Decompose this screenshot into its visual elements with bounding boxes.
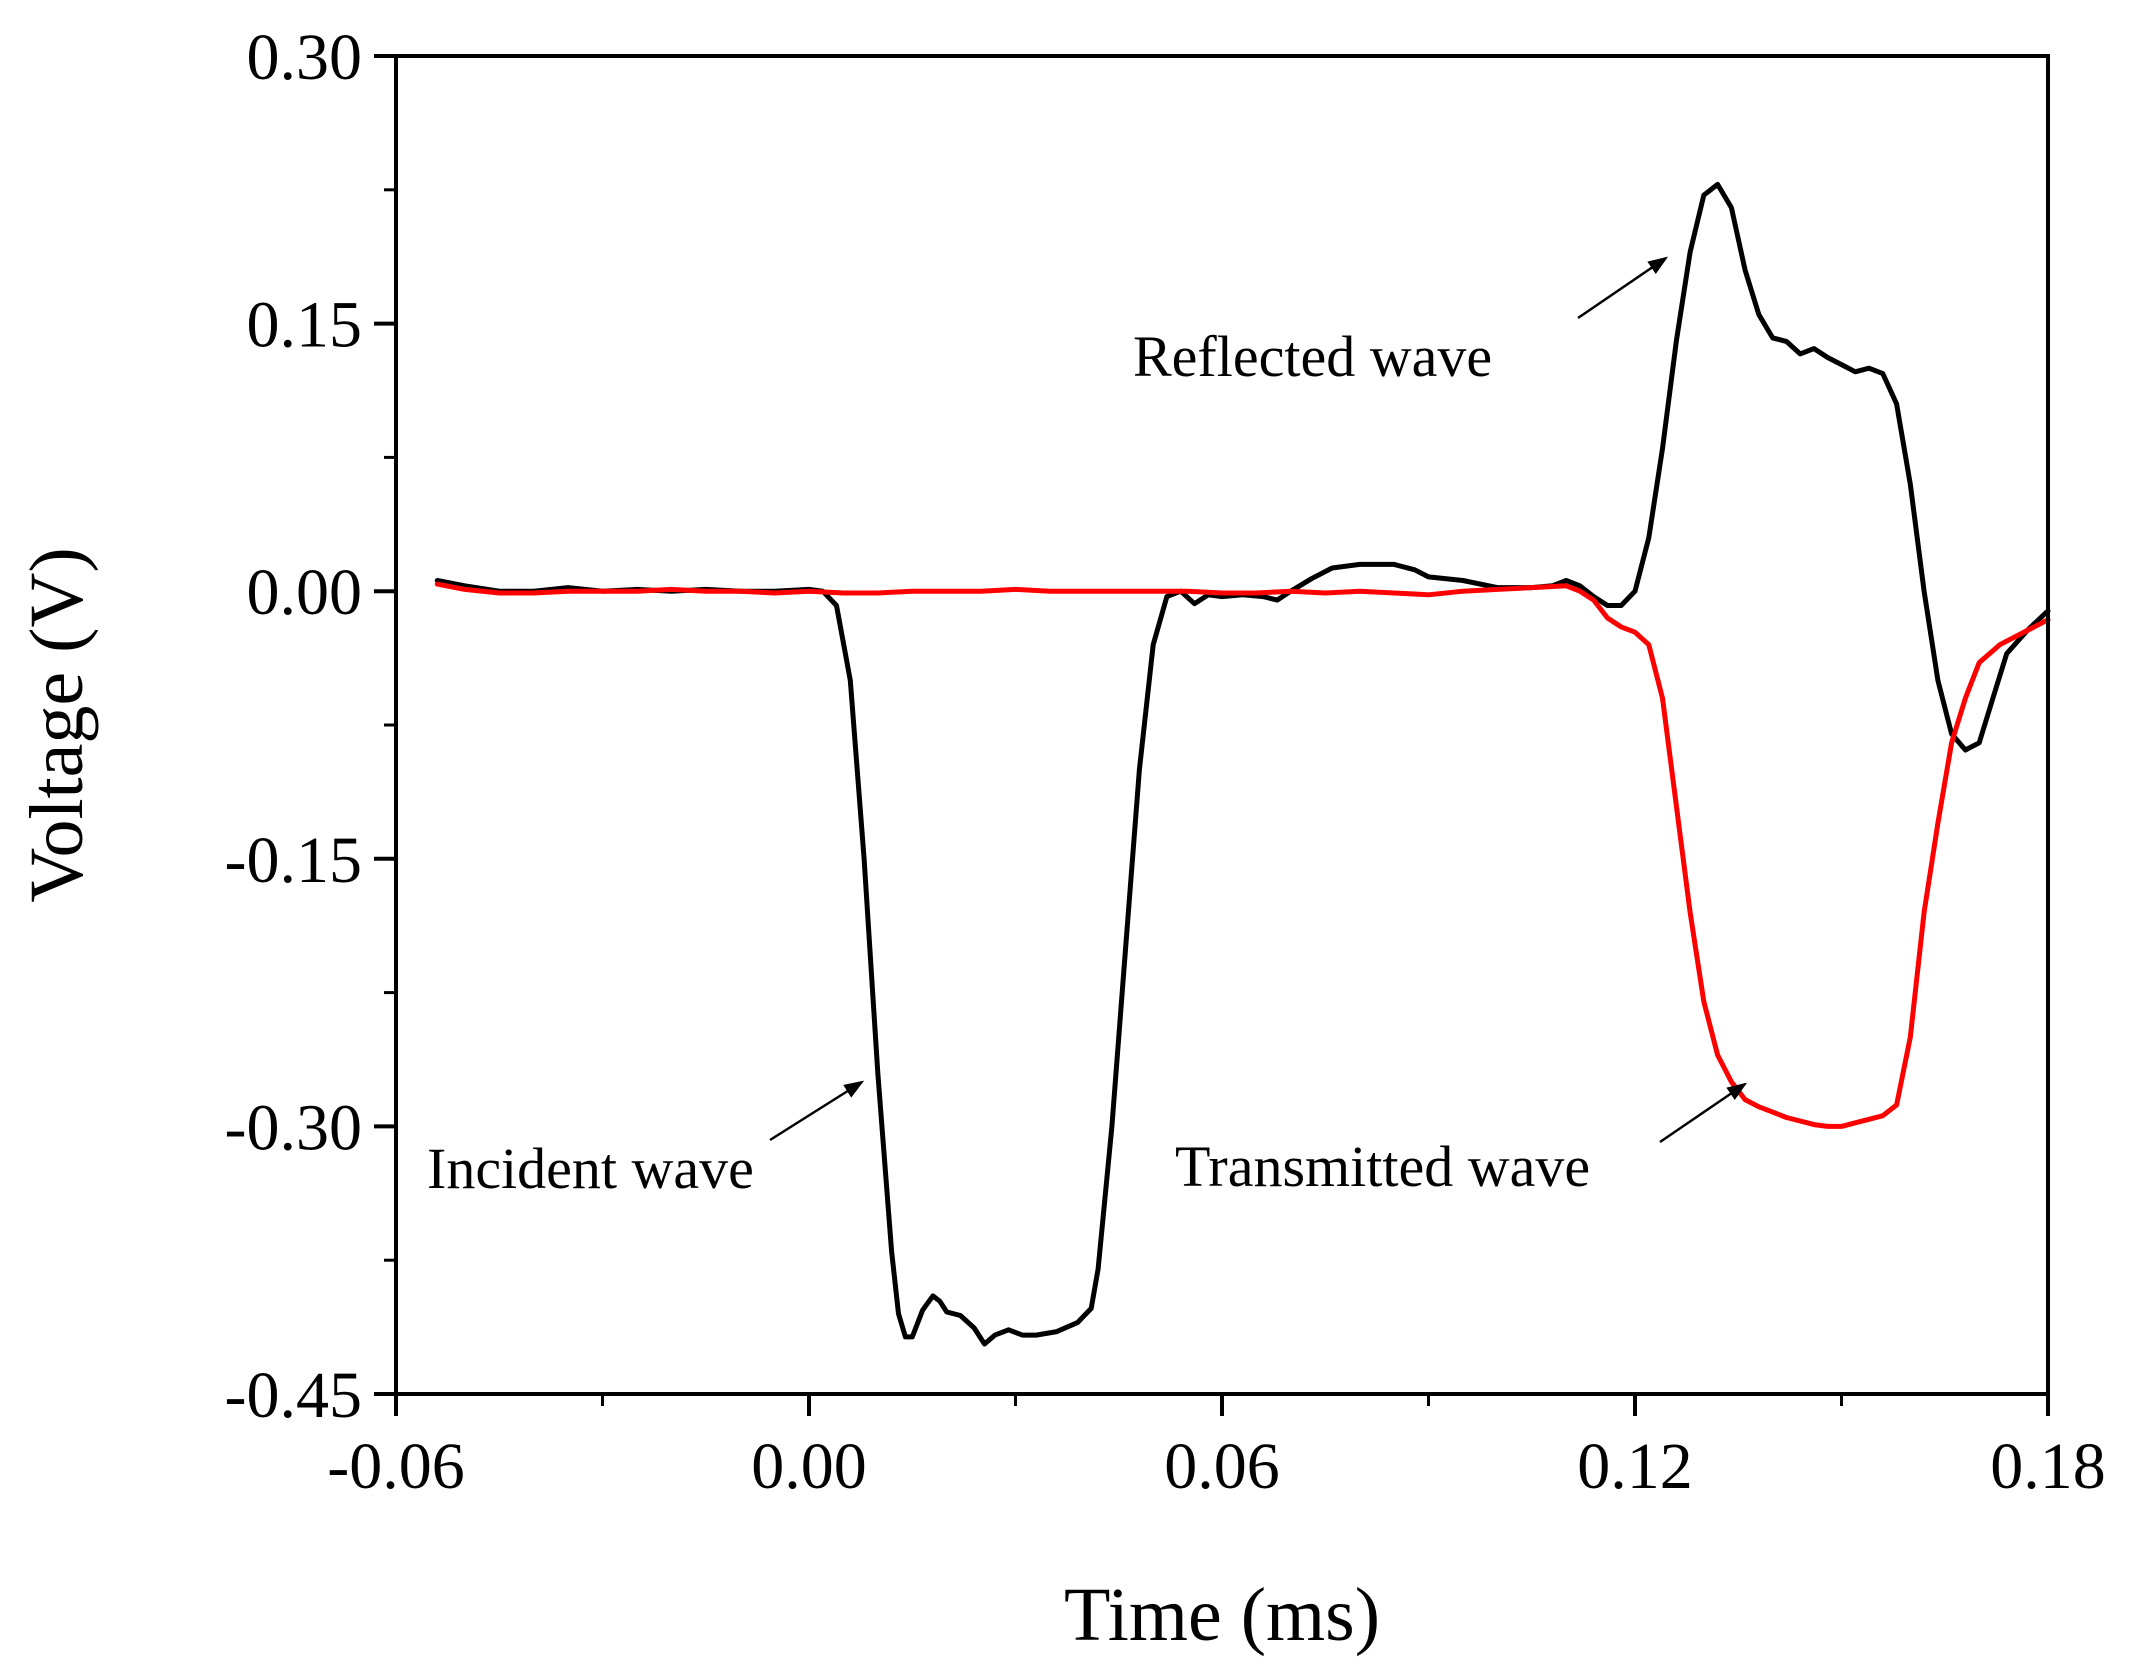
y-tick-label: -0.45 xyxy=(225,1359,362,1432)
incident-wave-arrow xyxy=(769,1080,865,1142)
x-tick-label: 0.00 xyxy=(751,1430,867,1503)
y-tick-label: 0.30 xyxy=(247,21,363,94)
transmitted-wave-label: Transmitted wave xyxy=(1175,1134,1590,1199)
transmitted-wave-arrow xyxy=(1659,1082,1748,1144)
x-tick-label: 0.12 xyxy=(1577,1430,1693,1503)
incident-reflected-wave-line xyxy=(434,181,2051,1347)
series-layer xyxy=(434,181,2051,1347)
reflected-wave-arrow xyxy=(1577,256,1669,320)
y-tick-label: 0.00 xyxy=(247,556,363,629)
x-tick-label: 0.06 xyxy=(1164,1430,1280,1503)
x-axis-label: Time (ms) xyxy=(1064,1573,1380,1657)
x-axis-ticks: -0.06 0.00 0.06 0.12 0.18 xyxy=(327,1394,2106,1503)
transmitted-wave-line xyxy=(434,581,2051,1129)
y-tick-label: 0.15 xyxy=(247,289,363,362)
y-tick-label: -0.30 xyxy=(225,1091,362,1164)
y-tick-label: -0.15 xyxy=(225,824,362,897)
y-axis-label: Voltage (V) xyxy=(15,547,99,902)
x-tick-label: 0.18 xyxy=(1990,1430,2106,1503)
y-axis-ticks: 0.30 0.15 0.00 -0.15 -0.30 -0.45 xyxy=(225,21,396,1432)
x-tick-label: -0.06 xyxy=(327,1430,464,1503)
reflected-wave-label: Reflected wave xyxy=(1133,324,1492,389)
incident-wave-label: Incident wave xyxy=(427,1136,754,1201)
